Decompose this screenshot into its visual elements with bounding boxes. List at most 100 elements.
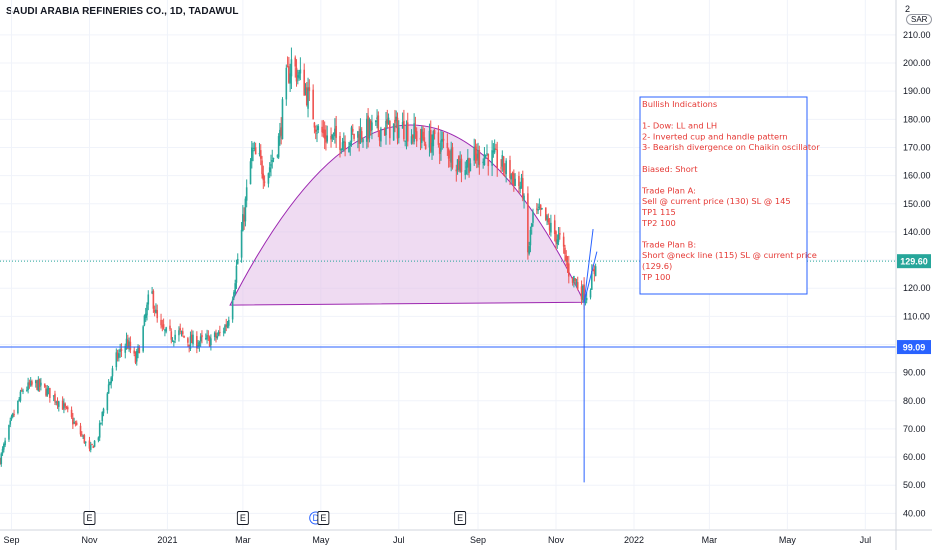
candle [349, 140, 352, 156]
candle [165, 326, 167, 334]
candle-body [553, 220, 556, 234]
candle [510, 173, 513, 184]
candle [478, 145, 481, 175]
current-price-label-text: 129.60 [900, 257, 928, 267]
candle-body [567, 263, 570, 277]
candle [178, 326, 180, 342]
candle-body [377, 115, 380, 132]
candle [199, 333, 202, 348]
candle-body [36, 380, 38, 390]
trend-line[interactable] [583, 229, 594, 303]
price-axis[interactable]: 40.0050.0060.0070.0080.0090.00100.00110.… [895, 0, 931, 550]
candle-body [455, 169, 458, 172]
candle [491, 140, 493, 177]
candle-body [584, 301, 587, 303]
currency-badge[interactable]: SAR [906, 14, 932, 25]
candle [575, 278, 578, 288]
candle-body [344, 141, 346, 150]
candle [272, 157, 275, 163]
trade-plan-box[interactable] [639, 96, 808, 295]
candle [573, 275, 575, 288]
candle-body [589, 290, 592, 298]
candle [28, 379, 31, 389]
price-tick-label: 180.00 [903, 114, 931, 124]
candle [285, 64, 288, 106]
price-tick-label: 110.00 [903, 311, 930, 321]
candle-body [308, 87, 311, 92]
candle [487, 153, 490, 176]
earnings-marker[interactable]: E [83, 511, 96, 525]
candle-body [201, 335, 203, 338]
candle [17, 400, 19, 415]
candle [495, 143, 497, 151]
candle-body [82, 435, 84, 437]
earnings-marker[interactable]: E [454, 511, 467, 525]
candle [447, 147, 450, 168]
candle [270, 154, 272, 177]
candle-body [227, 320, 230, 326]
candle-body [541, 208, 543, 210]
candle [210, 334, 212, 351]
candle [343, 132, 345, 152]
candle [249, 158, 252, 185]
candle-body [456, 159, 459, 171]
earnings-marker-box [83, 511, 96, 525]
candle [245, 179, 248, 208]
candle-body [562, 236, 565, 247]
candle-body [31, 381, 33, 385]
candle [110, 376, 113, 389]
candle-body [134, 354, 137, 363]
pattern-drawings[interactable] [229, 124, 585, 306]
candle [397, 120, 400, 144]
earnings-marker[interactable]: E [317, 511, 330, 525]
note-line: Sell @ current price (130) SL @ 145 [642, 196, 791, 206]
candle [477, 142, 479, 168]
note-line: Trade Plan B: [641, 239, 696, 249]
annotation-lines[interactable] [0, 229, 896, 483]
candle [344, 135, 346, 157]
candle-body [566, 263, 569, 266]
candle [474, 139, 477, 164]
candle [196, 331, 198, 354]
candle [290, 47, 293, 90]
candle [135, 348, 138, 366]
candle [353, 133, 355, 142]
candle [473, 138, 476, 166]
inverted-cup-pattern[interactable] [229, 124, 585, 306]
candle [538, 198, 541, 210]
candle [234, 279, 236, 296]
candle-body [101, 412, 104, 422]
candle [441, 131, 444, 150]
candle [520, 173, 523, 189]
candle [565, 250, 568, 268]
candle-body [322, 129, 325, 134]
trade-plan-note[interactable]: Bullish Indications 1- Dow: LL and LH2- I… [639, 96, 820, 295]
candle-body [226, 323, 229, 328]
candle [227, 316, 230, 329]
candle-body [298, 72, 300, 79]
candle [428, 123, 431, 157]
candle [404, 140, 406, 147]
candle [366, 112, 368, 149]
candle [281, 97, 284, 140]
candle [128, 337, 130, 352]
candle [308, 79, 311, 102]
time-axis[interactable]: Sep Nov 2021 Mar May Jul Sep Nov 2022 Mar May Jul [0, 529, 932, 545]
trend-line[interactable] [583, 251, 598, 303]
candle [459, 151, 461, 173]
price-tick-label: 160.00 [903, 171, 931, 181]
candle [541, 207, 543, 210]
candle-body [155, 309, 157, 314]
candle-body [395, 116, 398, 122]
earnings-marker[interactable]: E [236, 511, 249, 525]
candle [482, 158, 484, 169]
candle [378, 130, 381, 147]
candle [371, 114, 373, 140]
candle [519, 181, 522, 194]
candle [555, 230, 557, 250]
candle-body [109, 381, 111, 386]
note-line: TP 100 [641, 272, 671, 282]
candle [208, 335, 211, 347]
